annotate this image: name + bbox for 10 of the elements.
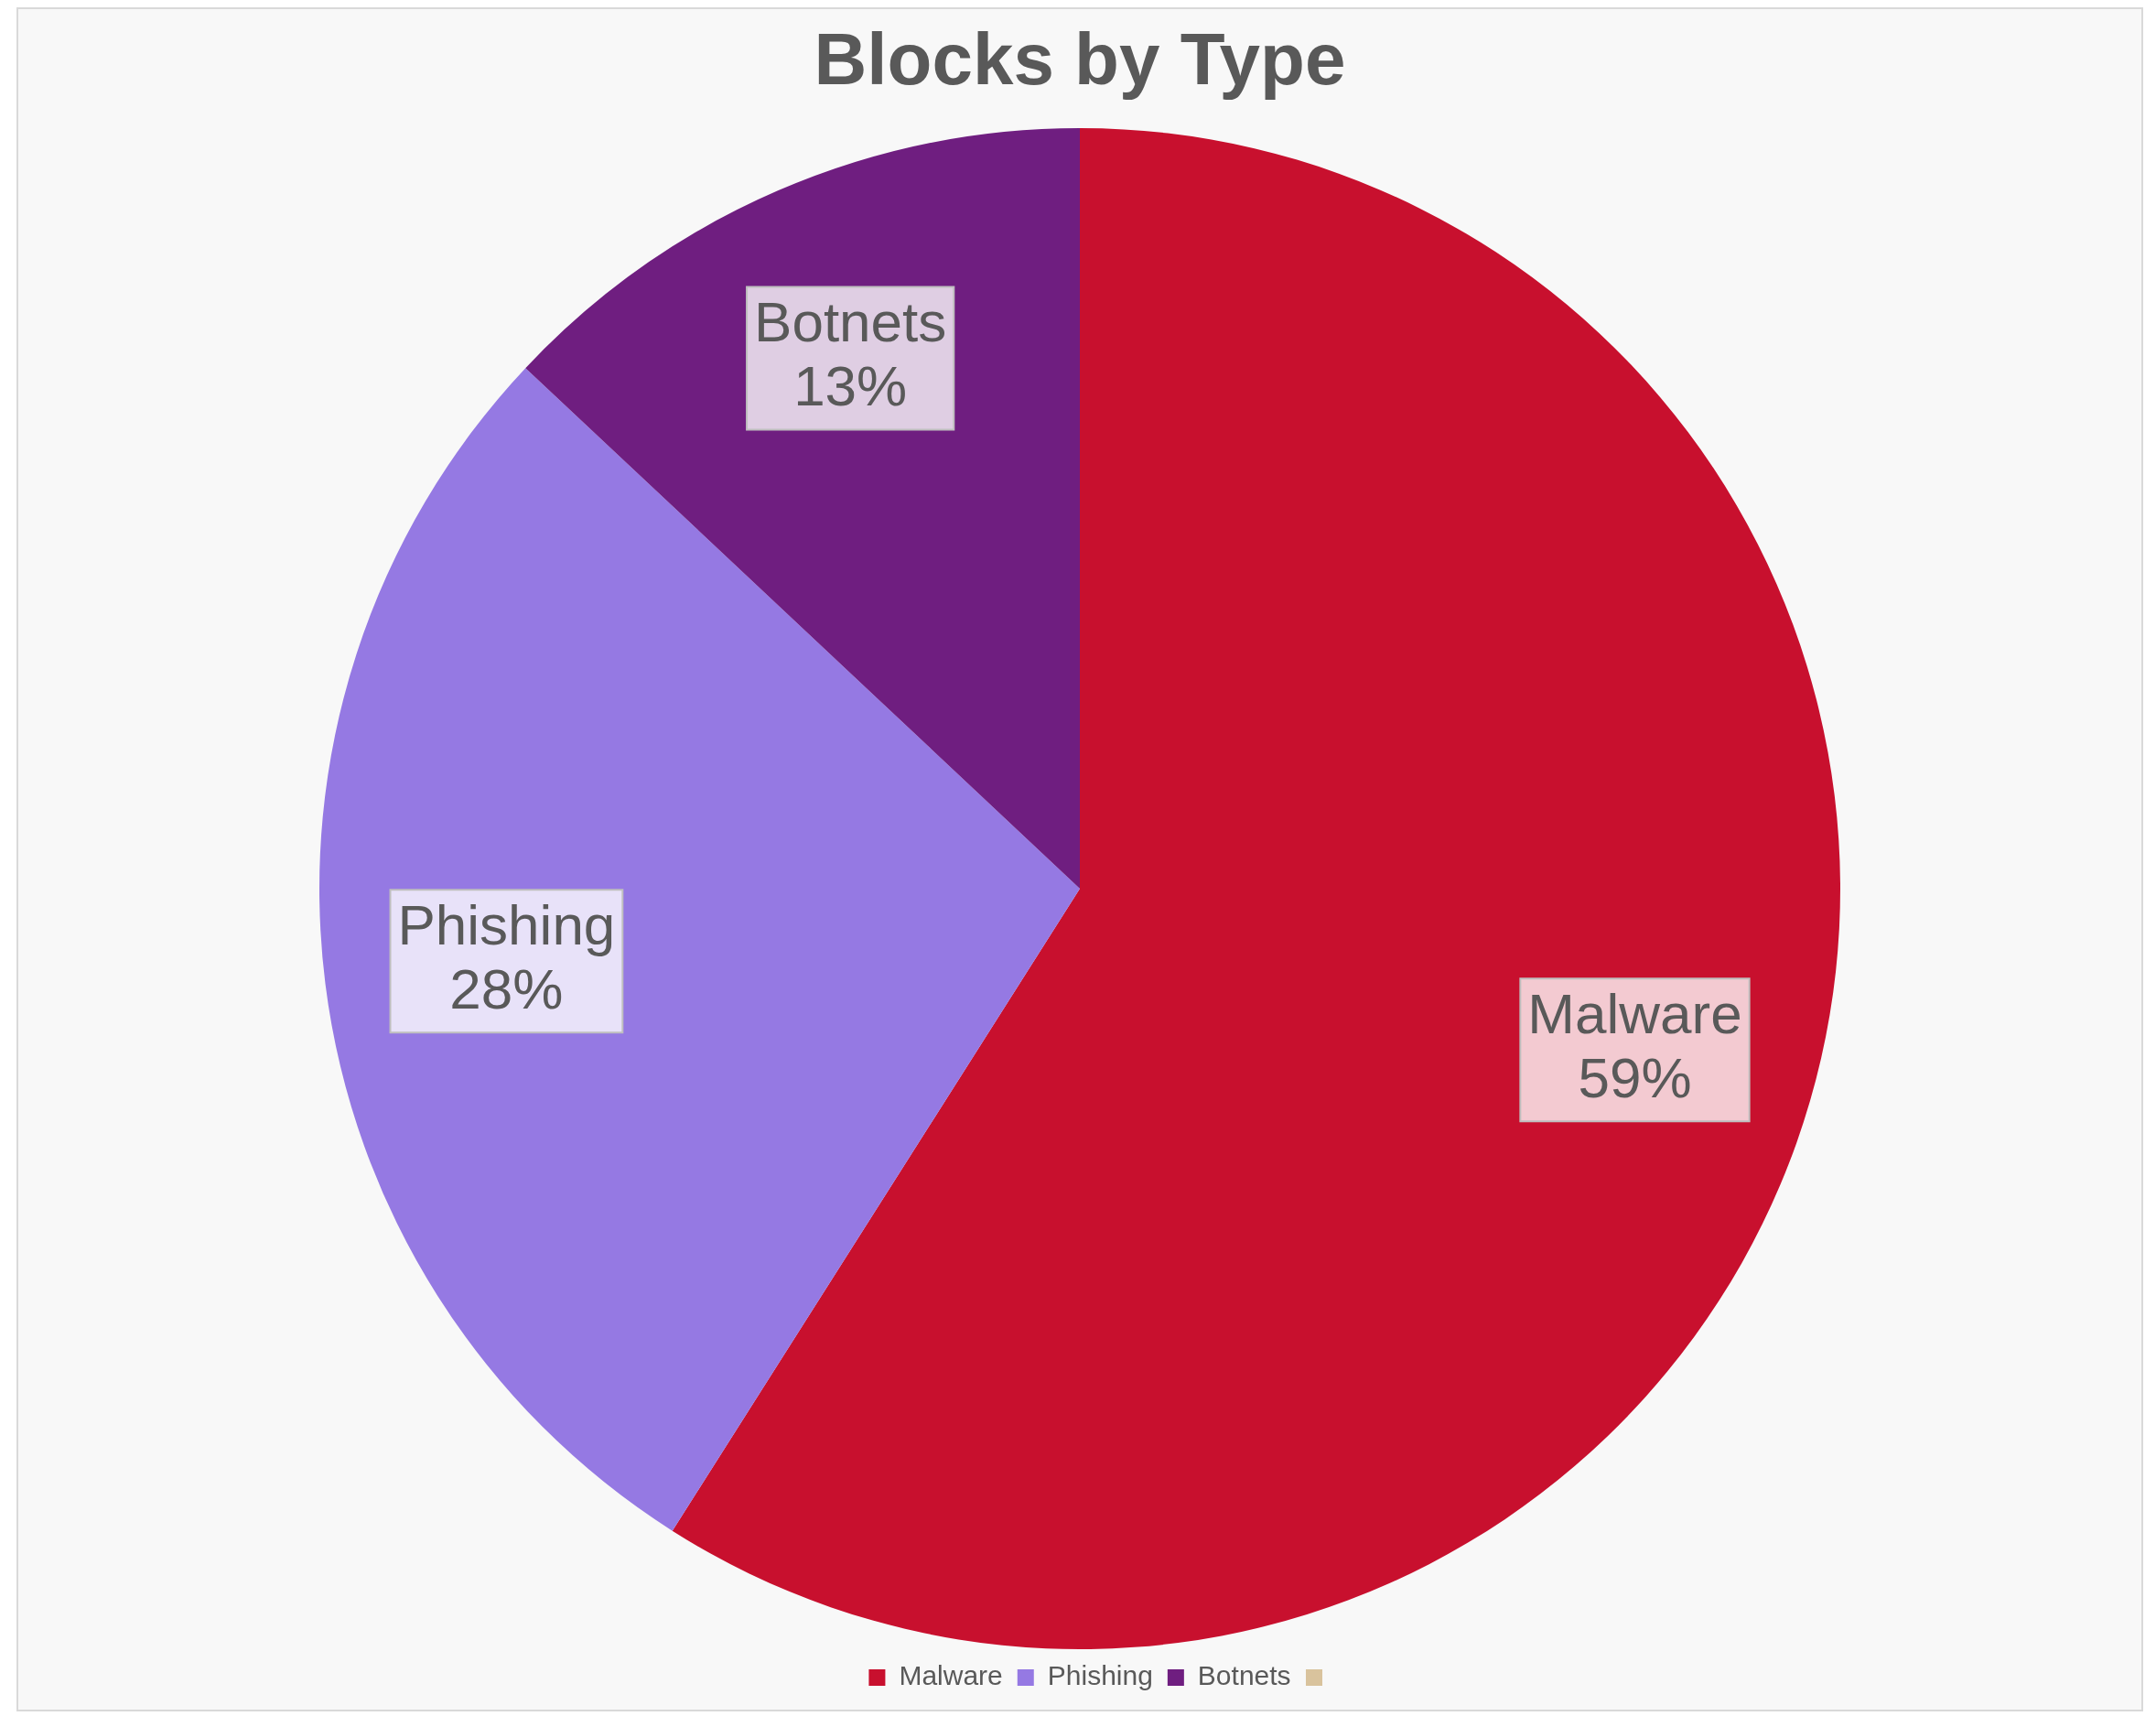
legend-label: Phishing — [1047, 1660, 1153, 1691]
data-label: 28% — [449, 957, 564, 1021]
legend-label: Botnets — [1197, 1660, 1291, 1691]
slice-label: Phishing — [397, 893, 616, 957]
data-label: 13% — [793, 354, 908, 418]
data-label: 59% — [1578, 1046, 1692, 1110]
legend-label: Malware — [899, 1660, 1003, 1691]
slice-label: Botnets — [754, 290, 947, 354]
slice-label: Malware — [1527, 982, 1742, 1046]
chart-title: Blocks by Type — [814, 18, 1346, 101]
